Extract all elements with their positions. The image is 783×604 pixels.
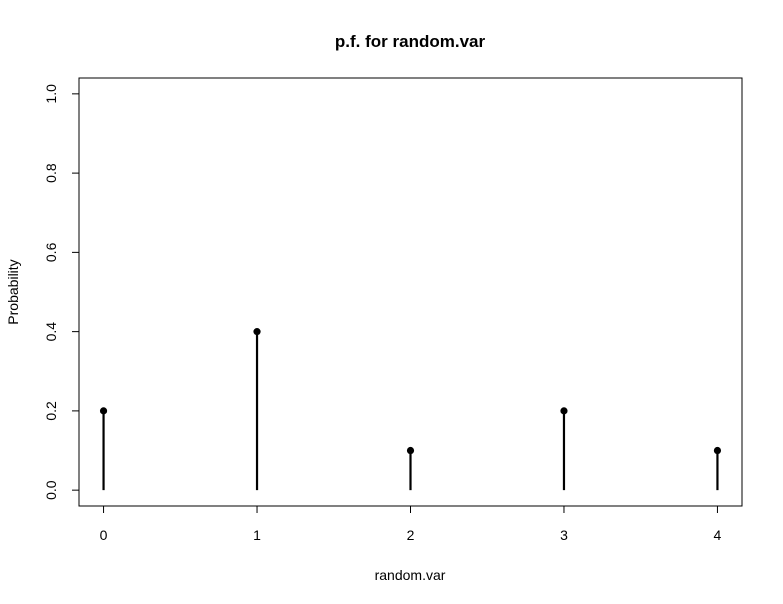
- x-tick-label: 4: [714, 527, 722, 543]
- y-tick-label: 0.0: [43, 480, 59, 500]
- point-3: [560, 407, 568, 415]
- x-tick-label: 1: [253, 527, 261, 543]
- y-tick-label: 0.2: [43, 401, 59, 421]
- chart-title: p.f. for random.var: [335, 32, 486, 51]
- x-axis: 0 1 2 3 4: [100, 505, 722, 543]
- y-axis-label: Probability: [5, 259, 21, 324]
- point-2: [406, 446, 415, 455]
- y-tick-label: 0.4: [43, 322, 59, 342]
- point-1: [253, 328, 261, 336]
- point-0: [99, 407, 108, 415]
- y-tick-label: 1.0: [43, 84, 59, 104]
- x-tick-label: 0: [100, 527, 108, 543]
- x-axis-label: random.var: [375, 567, 446, 583]
- y-tick-label: 0.8: [43, 163, 59, 183]
- point-4: [713, 446, 722, 455]
- stems-layer: [99, 328, 722, 491]
- y-axis: 0.0 0.2 0.4 0.6 0.8 1.0: [43, 84, 80, 500]
- y-tick-label: 0.6: [43, 242, 59, 262]
- x-tick-label: 2: [407, 527, 415, 543]
- x-tick-label: 3: [560, 527, 568, 543]
